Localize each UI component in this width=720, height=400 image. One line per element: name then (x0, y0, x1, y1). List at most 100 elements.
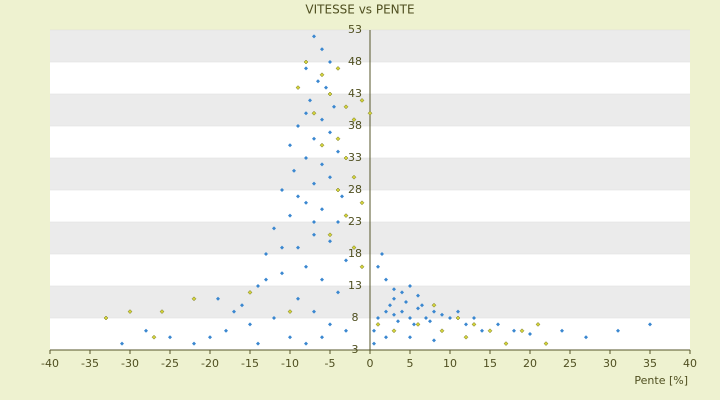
x-tick-label: 40 (683, 357, 697, 370)
point (344, 328, 348, 333)
point (280, 188, 284, 192)
y-tick-label: 48 (348, 55, 362, 68)
point (312, 136, 316, 141)
x-tick-label: 15 (483, 357, 497, 370)
point (392, 312, 396, 317)
point (400, 290, 404, 295)
point (192, 341, 196, 346)
y-tick-label: 38 (348, 119, 362, 132)
point (439, 328, 445, 334)
chart-title: VITESSE vs PENTE (305, 3, 414, 17)
point (343, 155, 349, 161)
point (328, 130, 332, 135)
point (292, 168, 296, 173)
point (304, 341, 308, 346)
point (319, 72, 325, 78)
x-tick-label: -10 (281, 357, 299, 370)
point (304, 111, 308, 116)
point (103, 315, 109, 321)
point (312, 232, 316, 237)
x-tick-label: 30 (603, 357, 617, 370)
point (120, 341, 124, 346)
x-axis-label: Pente [%] (634, 374, 688, 387)
y-tick-label: 13 (348, 279, 362, 292)
point (616, 328, 620, 333)
point (420, 303, 424, 308)
point (288, 143, 292, 148)
point (503, 341, 509, 346)
point (312, 220, 316, 224)
point (359, 98, 365, 103)
point (328, 239, 332, 244)
point (340, 194, 344, 199)
point (224, 328, 228, 333)
point (376, 316, 380, 320)
point (464, 322, 468, 327)
x-tick-label: 0 (367, 357, 374, 370)
point (296, 194, 300, 199)
point (216, 296, 220, 301)
point (304, 200, 308, 205)
point (320, 47, 324, 52)
y-tick-label: 23 (348, 215, 362, 228)
point (416, 293, 420, 298)
point (328, 175, 332, 180)
point (335, 187, 341, 193)
x-tick-label: -5 (325, 357, 336, 370)
y-tick-label: 28 (348, 183, 362, 196)
point (480, 328, 484, 333)
point (127, 309, 133, 314)
x-tick-label: 20 (523, 357, 537, 370)
point (247, 290, 253, 295)
point (471, 322, 477, 327)
point (312, 34, 316, 39)
point (335, 136, 341, 142)
y-tick-label: 53 (348, 23, 362, 36)
point (304, 264, 308, 269)
point (351, 245, 357, 250)
point (319, 142, 325, 148)
point (296, 296, 300, 301)
x-tick-label: 25 (563, 357, 577, 370)
point (372, 341, 376, 346)
point (280, 271, 284, 276)
point (304, 156, 308, 160)
point (287, 309, 293, 314)
point (320, 207, 324, 212)
point (295, 85, 301, 90)
point (512, 328, 516, 333)
point (496, 322, 500, 327)
y-tick-label: 18 (348, 247, 362, 260)
point (303, 59, 309, 65)
point (432, 338, 436, 343)
y-tick-label: 8 (352, 311, 359, 324)
point (384, 309, 388, 314)
point (328, 322, 332, 327)
point (384, 335, 388, 340)
y-tick-label: 43 (348, 87, 362, 100)
point (455, 315, 461, 321)
point (415, 322, 421, 327)
point (396, 319, 400, 324)
point (256, 284, 260, 288)
x-tick-label: 35 (643, 357, 657, 370)
point (316, 79, 320, 84)
point (408, 284, 412, 288)
point (392, 296, 396, 301)
series (103, 59, 549, 346)
point (448, 316, 452, 320)
point (535, 322, 541, 327)
x-tick-label: 5 (407, 357, 414, 370)
point (380, 252, 384, 256)
point (159, 309, 165, 314)
x-tick-label: -15 (241, 357, 259, 370)
point (351, 174, 357, 180)
point (264, 277, 268, 282)
point (248, 322, 252, 327)
point (412, 322, 416, 327)
point (280, 245, 284, 250)
point (191, 296, 197, 302)
point (351, 117, 357, 122)
point (208, 335, 212, 340)
